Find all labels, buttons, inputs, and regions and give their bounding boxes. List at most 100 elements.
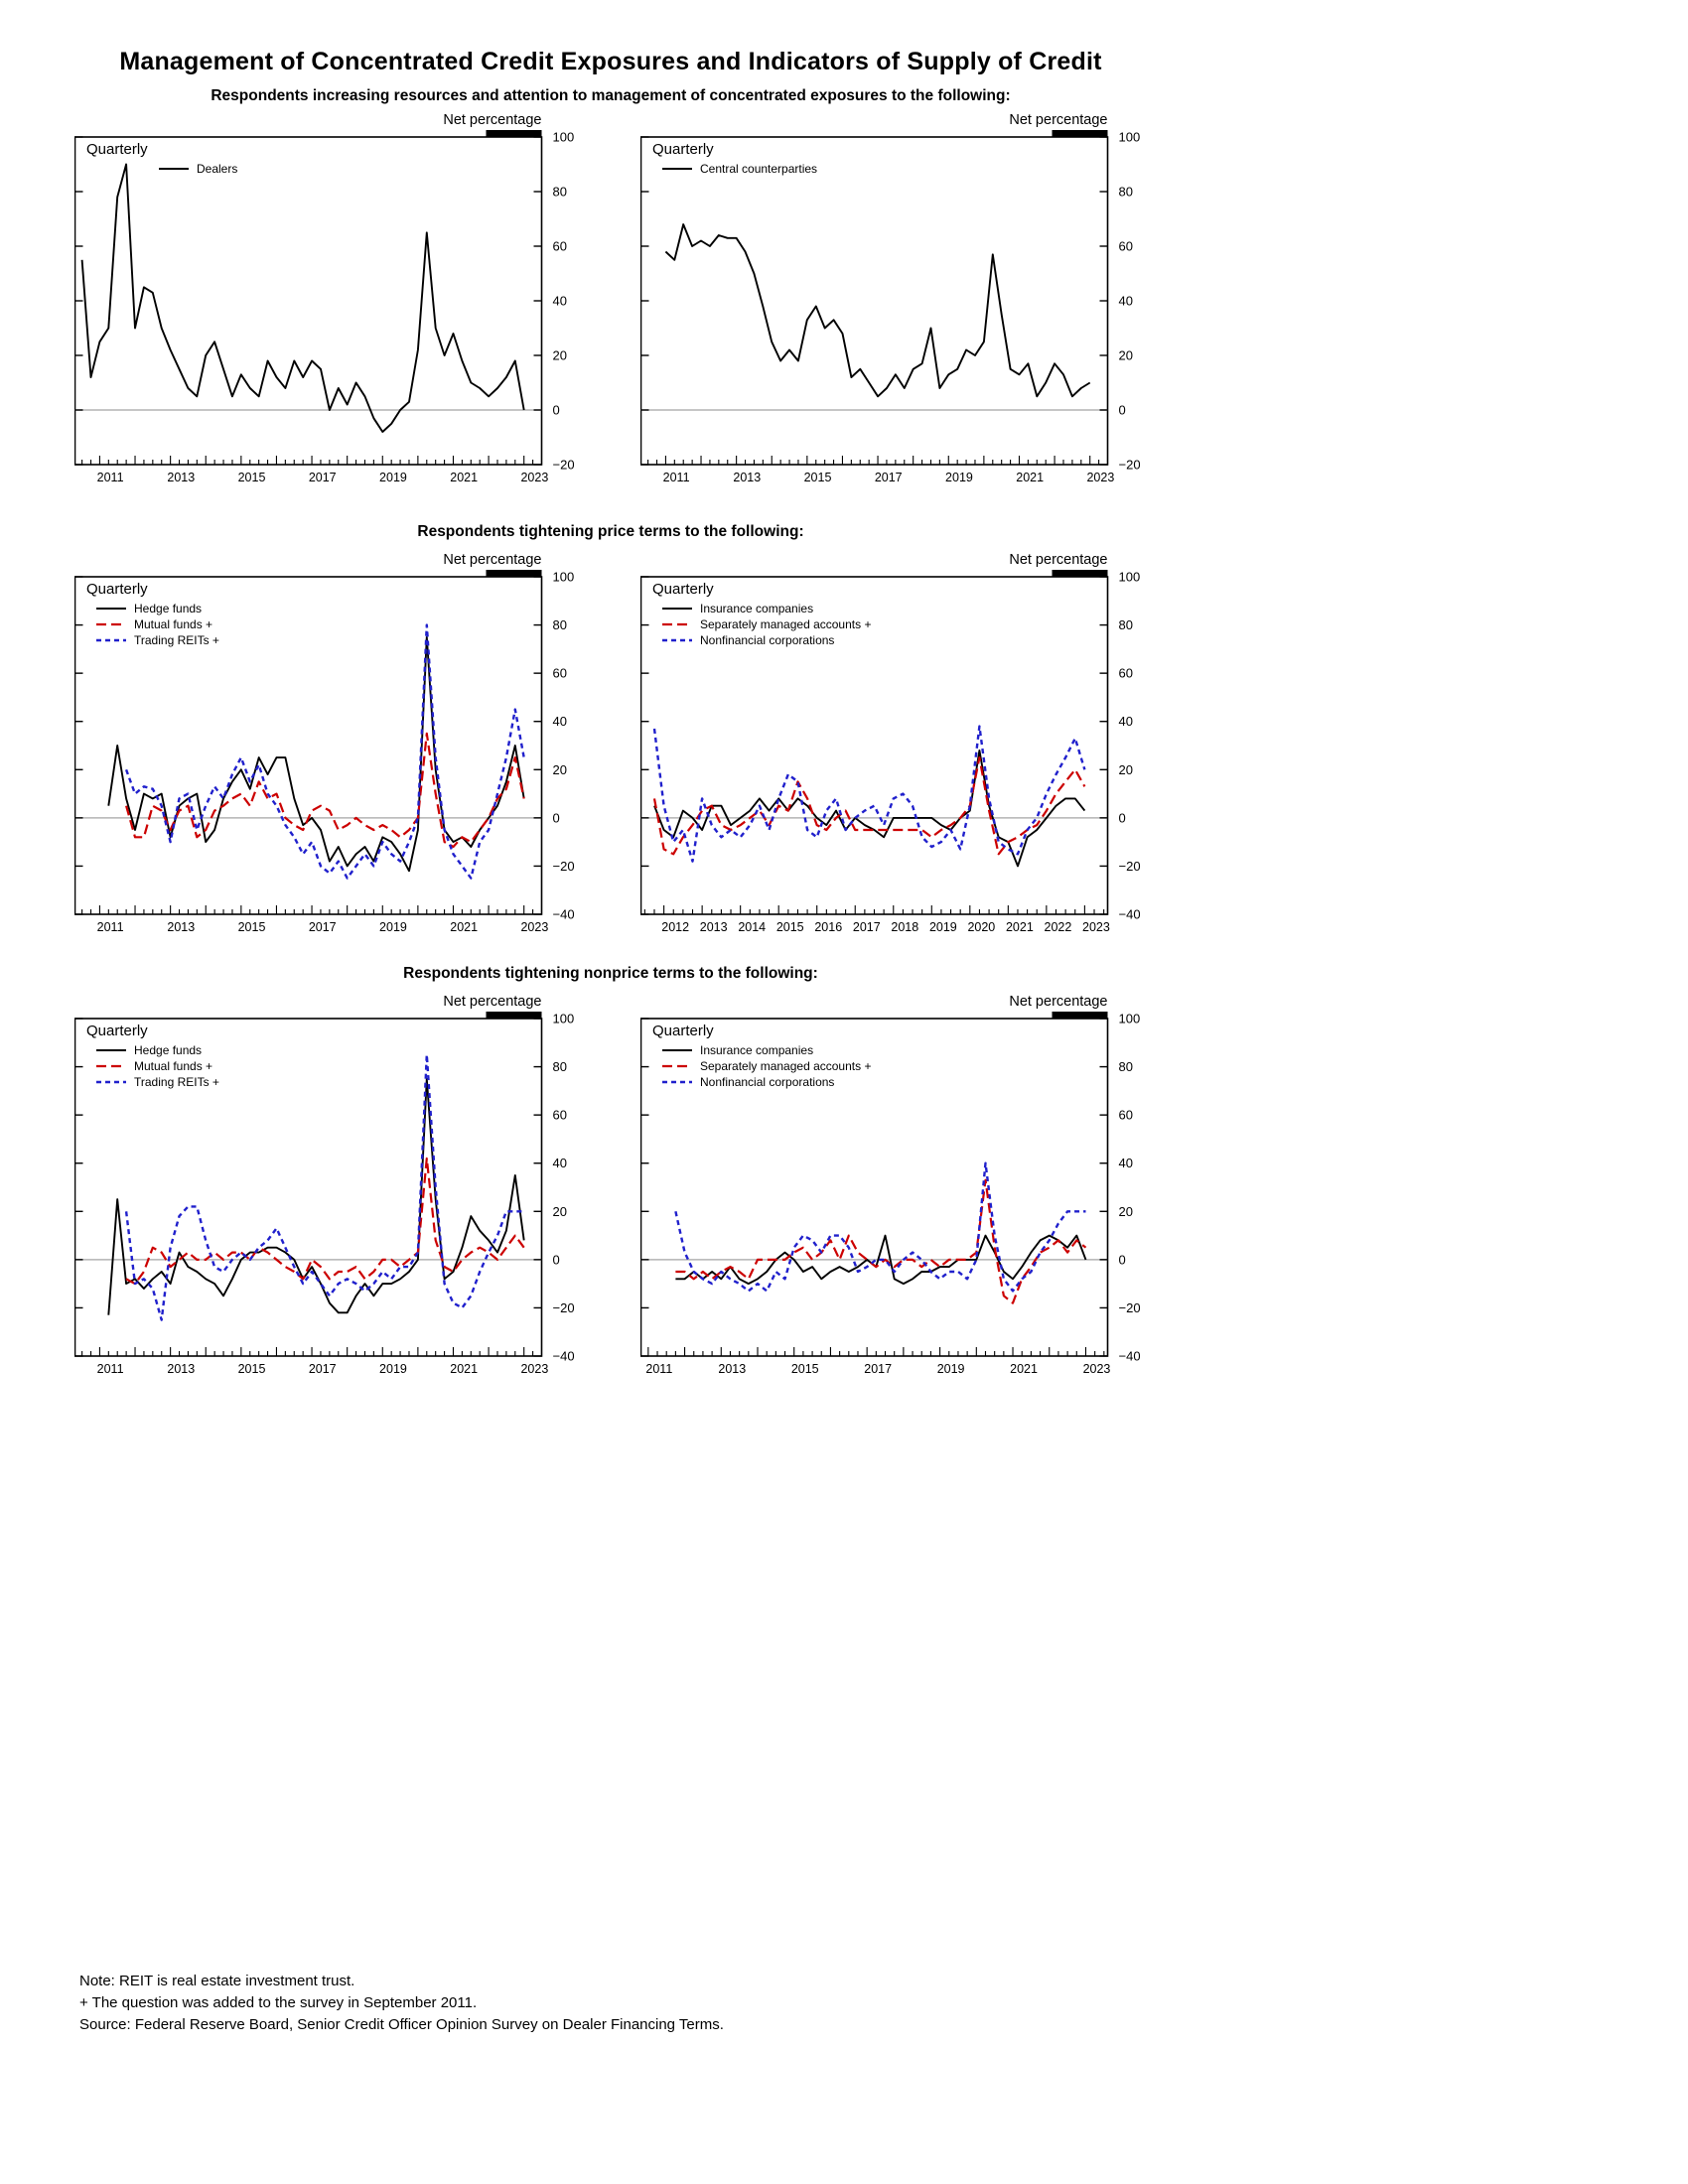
y-tick-label: 100 bbox=[1119, 130, 1141, 145]
x-year-label: 2019 bbox=[379, 1362, 407, 1376]
y-tick-label: 40 bbox=[1119, 714, 1133, 729]
footnotes: Note: REIT is real estate investment tru… bbox=[79, 1971, 724, 2036]
section-heading-nonprice-terms: Respondents tightening nonprice terms to… bbox=[403, 965, 818, 982]
y-tick-label: −40 bbox=[1119, 907, 1141, 922]
quarterly-label: Quarterly bbox=[652, 1023, 714, 1039]
y-tick-label: 60 bbox=[1119, 666, 1133, 681]
footnote-plus: + The question was added to the survey i… bbox=[79, 1994, 478, 2011]
x-year-label: 2016 bbox=[814, 920, 842, 934]
y-tick-label: 60 bbox=[1119, 1108, 1133, 1123]
x-year-label: 2017 bbox=[875, 471, 903, 484]
series-line-insurance-companies bbox=[675, 1234, 1087, 1286]
legend-label: Separately managed accounts + bbox=[700, 617, 871, 631]
y-tick-label: −20 bbox=[553, 859, 575, 874]
legend-label: Trading REITs + bbox=[134, 1075, 219, 1089]
x-year-label: 2023 bbox=[520, 1362, 548, 1376]
series-line-nonfinancial-corporations bbox=[652, 725, 1086, 863]
x-year-label: 2021 bbox=[1006, 920, 1034, 934]
x-year-label: 2017 bbox=[309, 920, 337, 934]
y-tick-label: 20 bbox=[1119, 348, 1133, 363]
x-year-label: 2017 bbox=[309, 1362, 337, 1376]
x-year-label: 2013 bbox=[167, 1362, 195, 1376]
y-tick-label: −20 bbox=[1119, 458, 1141, 473]
legend-label: Trading REITs + bbox=[134, 633, 219, 647]
y-tick-label: 80 bbox=[1119, 185, 1133, 200]
net-percentage-label: Net percentage bbox=[1009, 552, 1107, 568]
chart-panel-nonprice-terms-funds: Net percentage 100 80 60 40 20 0 −20 −40 2011 2013… bbox=[73, 993, 616, 1385]
x-year-label: 2023 bbox=[1083, 1362, 1111, 1376]
net-percentage-label: Net percentage bbox=[443, 112, 541, 128]
y-tick-label: 100 bbox=[553, 130, 575, 145]
x-year-label: 2012 bbox=[661, 920, 689, 934]
y-tick-label: 40 bbox=[1119, 294, 1133, 309]
axis-scale-bar bbox=[1052, 570, 1108, 577]
x-year-label: 2019 bbox=[379, 920, 407, 934]
y-tick-label: 40 bbox=[553, 1156, 567, 1170]
x-year-label: 2013 bbox=[167, 471, 195, 484]
x-year-label: 2021 bbox=[450, 471, 478, 484]
net-percentage-label: Net percentage bbox=[443, 552, 541, 568]
quarterly-label: Quarterly bbox=[652, 141, 714, 158]
x-year-label: 2017 bbox=[309, 471, 337, 484]
y-tick-label: 20 bbox=[553, 348, 567, 363]
y-tick-label: 100 bbox=[1119, 1012, 1141, 1026]
x-year-label: 2021 bbox=[1010, 1362, 1038, 1376]
plot-frame bbox=[73, 136, 543, 466]
x-year-label: 2019 bbox=[937, 1362, 965, 1376]
legend-label: Nonfinancial corporations bbox=[700, 633, 834, 647]
x-year-label: 2023 bbox=[1082, 920, 1110, 934]
legend-label: Nonfinancial corporations bbox=[700, 1075, 834, 1089]
net-percentage-label: Net percentage bbox=[1009, 112, 1107, 128]
x-year-label: 2011 bbox=[97, 920, 124, 934]
chart-svg: Net percentage 100 80 60 40 20 0 −20 −40 2011 2013… bbox=[639, 994, 1141, 1376]
y-tick-label: 100 bbox=[553, 570, 575, 585]
series-line-central-counterparties bbox=[664, 223, 1091, 398]
y-tick-label: 80 bbox=[553, 1059, 567, 1074]
legend-label: Mutual funds + bbox=[134, 1059, 212, 1073]
legend-label: Central counterparties bbox=[700, 162, 817, 176]
y-tick-label: 20 bbox=[553, 762, 567, 777]
plot-frame bbox=[639, 136, 1109, 466]
chart-panel-nonprice-terms-institutions: Net percentage 100 80 60 40 20 0 −20 −40 2011 2013… bbox=[639, 993, 1182, 1385]
y-tick-label: 60 bbox=[1119, 239, 1133, 254]
y-tick-label: 100 bbox=[1119, 570, 1141, 585]
x-year-label: 2013 bbox=[718, 1362, 746, 1376]
axis-scale-bar bbox=[486, 130, 542, 137]
series-line-trading-reits bbox=[124, 623, 525, 880]
x-year-label: 2013 bbox=[733, 471, 761, 484]
x-year-label: 2011 bbox=[97, 471, 124, 484]
legend-label: Hedge funds bbox=[134, 1043, 202, 1057]
y-tick-label: 0 bbox=[1119, 810, 1126, 825]
x-year-label: 2023 bbox=[520, 471, 548, 484]
y-tick-label: −40 bbox=[553, 1349, 575, 1364]
y-tick-label: 0 bbox=[553, 403, 560, 418]
series-line-nonfinancial-corporations bbox=[674, 1161, 1086, 1293]
section-heading-price-terms: Respondents tightening price terms to th… bbox=[417, 523, 804, 540]
legend-label: Dealers bbox=[197, 162, 237, 176]
series-line-trading-reits bbox=[124, 1053, 524, 1321]
series-line-separately-managed-accounts bbox=[675, 1178, 1087, 1304]
chart-panel-price-terms-institutions: Net percentage 100 80 60 40 20 0 −20 −40 2012 2013… bbox=[639, 551, 1182, 943]
y-tick-label: −20 bbox=[553, 458, 575, 473]
footnote-reit: Note: REIT is real estate investment tru… bbox=[79, 1973, 355, 1989]
chart-svg: Net percentage 100 80 60 40 20 0 −20 −40 2011 2013… bbox=[73, 552, 575, 934]
series-line-insurance-companies bbox=[653, 749, 1086, 868]
x-year-label: 2014 bbox=[738, 920, 766, 934]
chart-svg: Net percentage 100 80 60 40 20 0 −20 −40 2012 2013… bbox=[639, 552, 1141, 934]
x-year-label: 2015 bbox=[791, 1362, 819, 1376]
x-year-label: 2022 bbox=[1045, 920, 1072, 934]
x-year-label: 2020 bbox=[967, 920, 995, 934]
axis-scale-bar bbox=[1052, 1012, 1108, 1019]
axis-scale-bar bbox=[1052, 130, 1108, 137]
x-year-label: 2023 bbox=[1086, 471, 1114, 484]
axis-scale-bar bbox=[486, 570, 542, 577]
x-year-label: 2015 bbox=[238, 471, 266, 484]
x-year-label: 2021 bbox=[450, 1362, 478, 1376]
y-tick-label: 60 bbox=[553, 239, 567, 254]
x-year-label: 2021 bbox=[450, 920, 478, 934]
x-year-label: 2021 bbox=[1016, 471, 1044, 484]
chart-panel-central-counterparties: Net percentage 100 80 60 40 20 0 −20 2011 2013 201… bbox=[639, 111, 1182, 493]
plot-frame bbox=[73, 1018, 543, 1357]
x-year-label: 2017 bbox=[864, 1362, 892, 1376]
